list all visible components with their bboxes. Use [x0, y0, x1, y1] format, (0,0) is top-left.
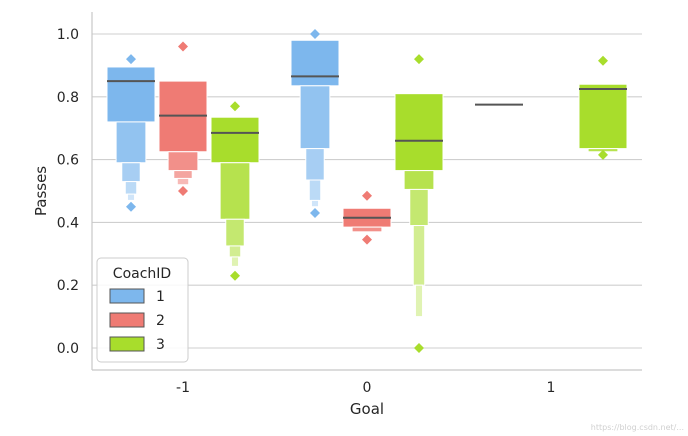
y-tick-label: 0.6: [57, 153, 79, 169]
x-tick-label: 0: [363, 380, 372, 396]
boxen-box: [121, 162, 141, 183]
boxen-box: [115, 121, 147, 164]
boxen-box: [310, 199, 320, 208]
outlier-point: [126, 54, 136, 65]
outlier-point: [414, 54, 424, 65]
boxen-box: [126, 193, 136, 201]
legend-frame: [96, 257, 189, 363]
boxen-box: [290, 39, 340, 87]
boxen-box: [210, 116, 260, 164]
legend-label: 2: [156, 313, 165, 329]
legend: CoachID 1 2 3: [96, 257, 189, 363]
boxen-box: [403, 170, 435, 190]
boxen-box: [228, 245, 242, 258]
outlier-point: [230, 270, 240, 281]
outlier-point: [230, 101, 240, 112]
outlier-point: [598, 55, 608, 66]
boxen-box: [106, 66, 156, 123]
y-tick-label: 0.4: [57, 215, 79, 231]
boxen-group: [394, 54, 444, 353]
outlier-point: [310, 29, 320, 39]
outlier-point: [414, 343, 424, 353]
boxen-box: [394, 93, 444, 172]
boxen-box: [305, 148, 325, 181]
y-tick-label: 0.0: [57, 341, 79, 357]
boxen-box: [409, 188, 429, 227]
outlier-point: [178, 41, 188, 52]
boxen-box: [308, 179, 322, 201]
outlier-point: [178, 186, 188, 196]
outlier-point: [310, 207, 320, 218]
legend-label: 3: [156, 337, 165, 353]
outlier-point: [598, 149, 608, 160]
boxen-box: [299, 85, 331, 150]
boxen-box: [173, 170, 193, 179]
boxen-box: [351, 226, 383, 233]
boxen-box: [167, 151, 199, 172]
watermark-text: https://blog.csdn.net/...: [591, 423, 684, 432]
legend-title: CoachID: [113, 266, 171, 282]
legend-swatch: [109, 336, 145, 352]
boxen-group: [106, 54, 156, 212]
boxen-marks: [106, 29, 628, 353]
boxen-box: [230, 256, 240, 267]
legend-label: 1: [156, 289, 165, 305]
boxen-group: [578, 55, 628, 160]
boxen-group: [342, 190, 392, 245]
outlier-point: [362, 234, 372, 245]
boxen-box: [225, 218, 245, 247]
outlier-point: [362, 190, 372, 201]
y-tick-label: 1.0: [57, 27, 79, 43]
outlier-point: [126, 201, 136, 212]
x-axis-label: Goal: [350, 400, 384, 418]
boxen-box: [578, 83, 628, 150]
y-tick-label: 0.8: [57, 90, 79, 106]
boxen-box: [219, 162, 251, 220]
boxen-group: [158, 41, 208, 196]
y-axis-label: Passes: [32, 166, 50, 216]
boxen-box: [412, 225, 426, 286]
legend-swatch: [109, 288, 145, 304]
legend-swatch: [109, 312, 145, 328]
boxen-group: [210, 101, 260, 281]
y-tick-labels: 0.0 0.2 0.4 0.6 0.8 1.0: [57, 27, 79, 357]
boxen-box: [124, 181, 138, 195]
boxen-group: [290, 29, 340, 218]
axes: [91, 12, 642, 371]
boxen-box: [176, 177, 190, 186]
boxen-box: [414, 284, 424, 318]
x-tick-labels: -1 0 1: [176, 380, 555, 396]
y-tick-label: 0.2: [57, 278, 79, 294]
x-tick-label: 1: [547, 380, 556, 396]
x-tick-label: -1: [176, 380, 190, 396]
